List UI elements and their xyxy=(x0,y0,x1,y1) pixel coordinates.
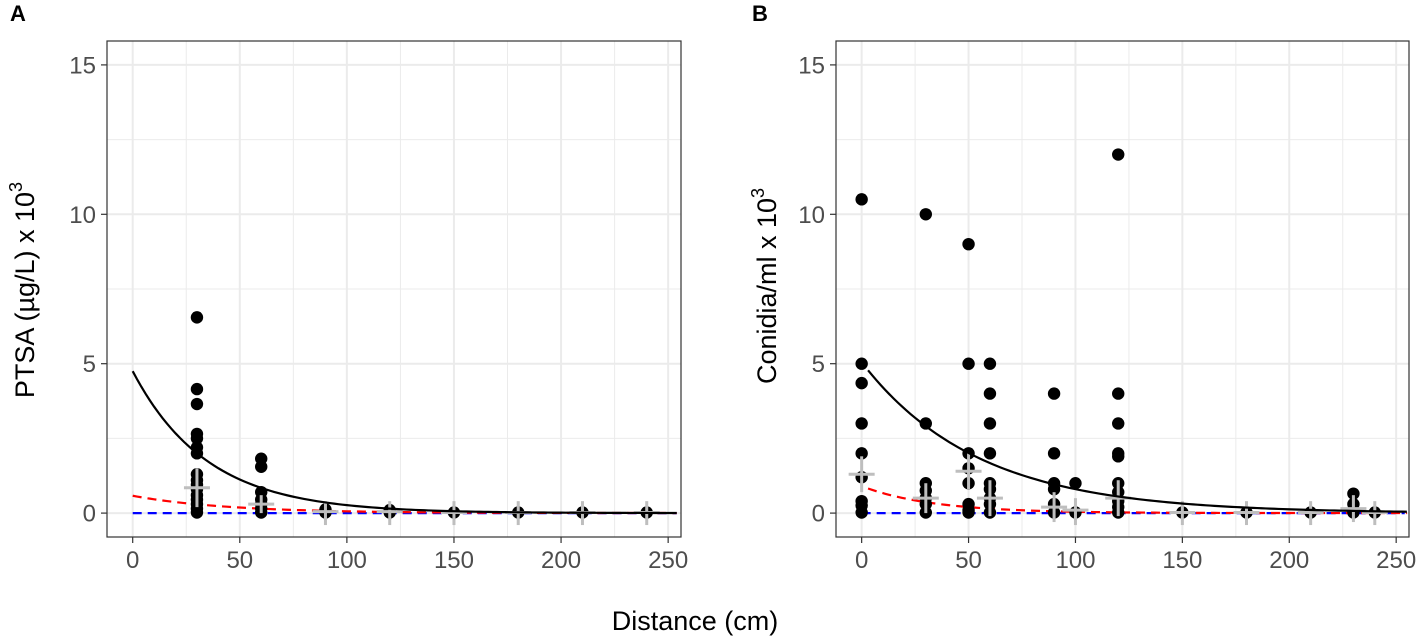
panel-b-data-point xyxy=(1347,487,1360,500)
panel-a-x-tick-label: 200 xyxy=(541,547,581,574)
panel-a-y-axis-title: PTSA (µg/L) x 103 xyxy=(6,182,40,398)
panel-b-y-axis-title: Conidia/ml x 103 xyxy=(748,188,782,384)
panel-b-ticks: 0 50 100 150 200 250 0 5 10 15 xyxy=(798,52,1416,574)
panel-b-data-point xyxy=(855,376,868,390)
panel-a-data-point xyxy=(190,397,204,411)
panel-b-grid xyxy=(836,41,1409,537)
panel-b-data-point xyxy=(919,208,932,221)
panel-b-data-point xyxy=(1112,417,1125,430)
panel-a-data-point xyxy=(190,432,204,445)
panel-b-mean-marker xyxy=(955,453,982,490)
panel-b-mean-marker xyxy=(976,480,1003,517)
panel-b-series xyxy=(848,148,1407,526)
panel-a-y-tick-label: 15 xyxy=(69,52,96,79)
panel-a-mean-marker xyxy=(312,501,339,526)
panel-a-label: A xyxy=(10,1,26,26)
panel-b-data-point xyxy=(962,506,975,519)
panel-b-x-tick-label: 100 xyxy=(1055,547,1095,574)
panel-b-mean-marker xyxy=(1169,501,1196,526)
panel-b-data-point xyxy=(1112,387,1125,400)
panel-a-y-axis-title-exponent: 3 xyxy=(6,182,26,192)
panel-b-data-point xyxy=(983,357,997,370)
panel-b-y-axis-title-text: Conidia/ml x 10 xyxy=(752,198,782,384)
panel-a-mean-marker xyxy=(440,501,467,526)
panel-b-data-point xyxy=(1047,447,1061,460)
panel-b-data-point xyxy=(855,417,868,430)
panel-a-data-point xyxy=(190,506,204,519)
panel-b-data-point xyxy=(1069,477,1082,490)
panel-a-mean-marker xyxy=(248,495,275,514)
panel-a-fit-line xyxy=(131,370,677,515)
panel-b-mean-marker xyxy=(1361,501,1388,526)
panel-b-mean-marker xyxy=(1041,492,1068,523)
panel-b-data-point xyxy=(855,506,868,519)
panel-b-y-tick-label: 10 xyxy=(798,202,825,229)
panel-b-mean-marker xyxy=(912,483,939,514)
panel-b: B 0 50 100 150 200 250 0 5 10 15 Conidia/ml x 103 xyxy=(748,1,1416,574)
panel-a-mean-marker xyxy=(183,468,210,508)
panel-b-data-point xyxy=(962,237,975,251)
panel-b-data-point xyxy=(919,417,932,430)
panel-b-y-axis-title-exponent: 3 xyxy=(748,188,768,198)
panel-b-data-point xyxy=(855,357,868,370)
panel-b-data-point xyxy=(1047,387,1061,400)
panel-a-x-tick-label: 0 xyxy=(126,547,139,574)
panel-a-x-tick-label: 100 xyxy=(327,547,367,574)
panel-a-grid xyxy=(107,41,681,537)
panel-b-y-tick-label: 15 xyxy=(798,52,825,79)
panel-b-label: B xyxy=(752,1,768,26)
panel-b-data-point xyxy=(1112,450,1125,463)
panel-b-x-tick-label: 250 xyxy=(1376,547,1416,574)
x-axis-title: Distance (cm) xyxy=(612,606,779,636)
panel-b-data-point xyxy=(983,387,997,400)
panel-b-mean-marker xyxy=(1062,498,1089,526)
panel-a-border xyxy=(106,40,682,538)
panel-b-x-tick-label: 0 xyxy=(855,547,868,574)
panel-a: A 0 50 100 150 200 250 0 5 10 15 PTSA (µg/L) x 10… xyxy=(6,1,688,574)
panel-a-data-point xyxy=(190,382,204,396)
panel-a-series xyxy=(131,311,677,526)
panel-a-ticks: 0 50 100 150 200 250 0 5 10 15 xyxy=(69,52,688,574)
panel-a-x-tick-label: 50 xyxy=(226,547,253,574)
panel-b-data-point xyxy=(855,447,868,460)
panel-b-x-tick-label: 150 xyxy=(1162,547,1202,574)
panel-a-data-point xyxy=(190,311,204,324)
panel-b-x-tick-label: 50 xyxy=(955,547,982,574)
panel-a-data-point xyxy=(255,460,268,473)
panel-b-y-tick-label: 0 xyxy=(812,501,825,528)
panel-b-x-tick-label: 200 xyxy=(1269,547,1309,574)
panel-a-x-tick-label: 150 xyxy=(434,547,474,574)
panel-b-data-point xyxy=(1112,148,1125,161)
panel-a-x-tick-label: 250 xyxy=(648,547,688,574)
panel-a-y-tick-label: 0 xyxy=(83,501,96,528)
panel-b-mean-marker xyxy=(1233,501,1260,526)
panel-a-mean-marker xyxy=(376,501,403,526)
panel-a-y-tick-label: 10 xyxy=(69,202,96,229)
panel-b-mean-marker xyxy=(1297,501,1324,526)
panel-b-data-point xyxy=(855,193,868,206)
panel-b-mean-marker xyxy=(848,456,875,493)
panel-b-data-point xyxy=(962,357,975,370)
panel-b-y-tick-label: 5 xyxy=(812,351,825,378)
panel-a-y-tick-label: 5 xyxy=(83,351,96,378)
panel-a-y-axis-title-text: PTSA (µg/L) x 10 xyxy=(10,192,40,398)
panel-b-data-point xyxy=(983,447,997,460)
panel-b-border xyxy=(835,40,1410,538)
panel-b-fit-line xyxy=(867,369,1407,513)
panel-b-mean-marker xyxy=(1340,495,1367,523)
panel-b-data-point xyxy=(983,417,997,430)
